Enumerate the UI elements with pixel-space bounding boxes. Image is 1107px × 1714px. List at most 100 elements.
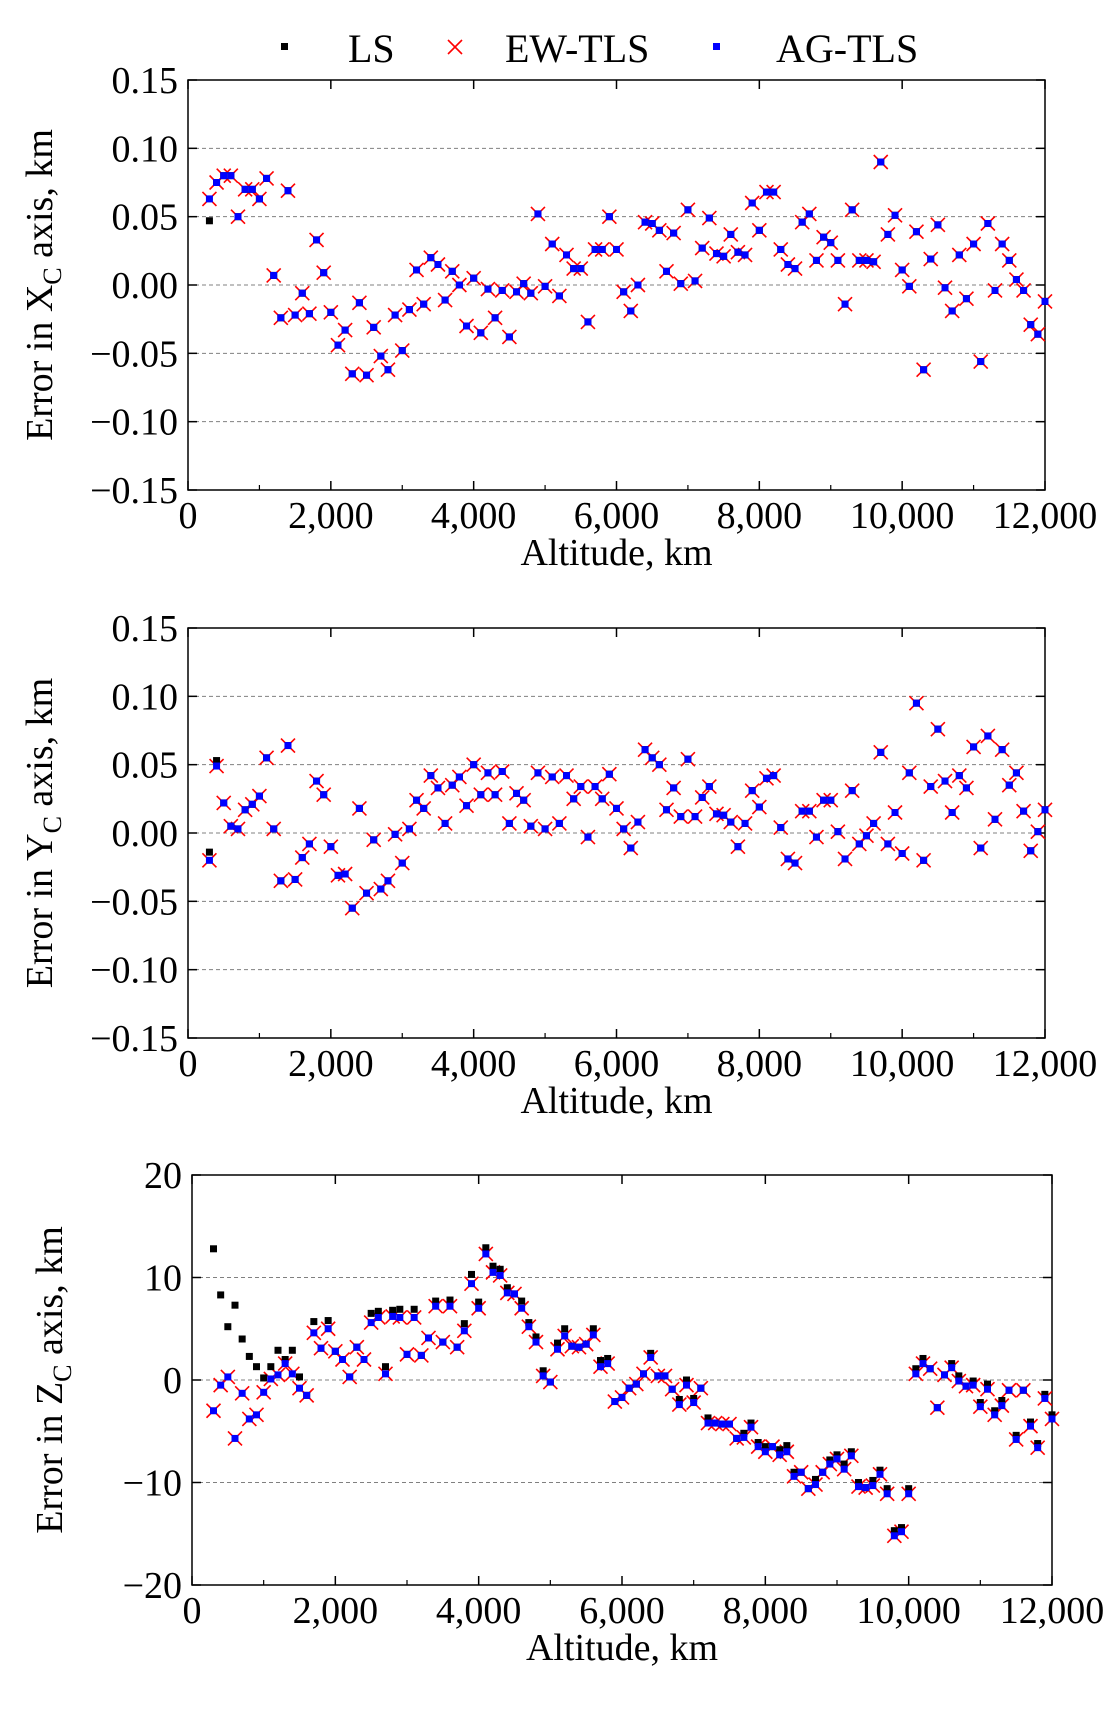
point-ls [1012,1431,1020,1439]
series-ag-tls [205,158,1049,379]
point-ag-tls [441,296,449,304]
x-tick-label: 0 [179,495,198,537]
point-ag-tls [570,265,578,273]
point-ls [281,1356,289,1363]
point-ls [690,1394,698,1402]
point-ag-tls [489,1268,497,1276]
point-ag-tls [417,1351,425,1359]
point-ag-tls [420,300,428,308]
point-ag-tls [598,245,606,253]
point-ag-tls [876,1470,884,1478]
point-ag-tls [310,1329,318,1337]
y-tick-label: 0.10 [112,128,179,170]
point-ag-tls [777,245,785,253]
point-ag-tls [348,904,356,912]
x-tick-label: 12,000 [1000,1590,1105,1632]
point-ag-tls [584,833,592,841]
point-ag-tls [396,1313,404,1321]
point-ag-tls [234,825,242,833]
point-ag-tls [370,323,378,331]
point-ag-tls [425,1334,432,1342]
point-ag-tls [598,795,606,803]
point-ag-tls [898,266,906,274]
point-ag-tls [870,258,878,266]
point-ag-tls [1041,806,1049,814]
point-ag-tls [539,1372,547,1380]
point-ag-tls [784,855,792,863]
point-ag-tls [1012,1435,1020,1443]
point-ag-tls [498,286,506,294]
point-ag-tls [448,781,456,789]
point-ag-tls [611,1398,619,1406]
x-axis-title: Altitude, km [520,532,712,574]
point-ag-tls [320,791,328,799]
point-ag-tls [977,844,985,852]
point-ag-tls [920,856,928,864]
point-ag-tls [955,772,963,780]
y-axis-title: Error in ZC axis, km [29,1226,77,1534]
point-ag-tls [1005,1386,1013,1394]
point-ag-tls [591,245,599,253]
legend-label-ls: LS [348,26,395,71]
x-tick-label: 0 [179,1043,198,1085]
point-ls [948,1360,956,1368]
point-ag-tls [534,769,542,777]
point-ag-tls [534,210,542,218]
point-ag-tls [270,825,278,833]
point-ls [589,1325,597,1333]
point-ag-tls [927,255,935,263]
y-tick-label: −20 [123,1565,182,1607]
y-tick-label: −0.15 [90,1018,178,1060]
point-ag-tls [505,819,513,827]
x-axis-title: Altitude, km [526,1627,718,1669]
y-tick-label: −0.10 [90,402,178,444]
point-ag-tls [555,819,563,827]
point-ag-tls [384,877,392,885]
point-ag-tls [520,796,528,804]
point-ag-tls [791,265,799,273]
point-ag-tls [705,214,713,222]
point-ag-tls [341,326,349,334]
point-ag-tls [855,840,863,848]
y-tick-label: 0.05 [112,745,179,787]
point-ag-tls [841,300,849,308]
point-ag-tls [741,819,749,827]
point-ag-tls [339,1356,346,1363]
point-ag-tls [446,1302,454,1310]
point-ag-tls [213,762,221,770]
point-ag-tls [518,1304,526,1312]
point-ls [468,1270,475,1278]
point-ls [675,1395,683,1403]
x-tick-label: 6,000 [579,1590,665,1632]
point-ls [224,1323,232,1331]
point-ag-tls [733,1434,741,1442]
point-ag-tls [840,1465,848,1473]
point-ag-tls [505,333,513,341]
point-ls [826,1456,834,1464]
point-ag-tls [683,1381,690,1389]
legend-label-ag-tls: AG-TLS [776,26,918,71]
point-ag-tls [420,804,428,812]
point-ag-tls [862,1484,870,1492]
point-ag-tls [890,1532,898,1540]
series-ls [205,699,1049,912]
point-ag-tls [274,1371,282,1379]
y-tick-label: 0.00 [112,813,179,855]
point-ag-tls [370,836,378,844]
point-ag-tls [905,769,913,777]
point-ag-tls [205,195,213,203]
point-ag-tls [647,1353,655,1361]
point-ag-tls [391,311,399,319]
point-ag-tls [912,699,920,707]
point-ag-tls [391,830,399,838]
point-ls [539,1367,547,1375]
point-ag-tls [484,769,492,777]
point-ag-tls [1034,1444,1042,1452]
point-ag-tls [205,856,213,864]
point-ag-tls [584,318,592,326]
series-ag-tls [210,1250,1056,1540]
point-ag-tls [234,213,242,221]
y-axis-title: Error in YC axis, km [19,678,67,988]
point-ls [683,1376,690,1384]
point-ag-tls [327,308,335,316]
